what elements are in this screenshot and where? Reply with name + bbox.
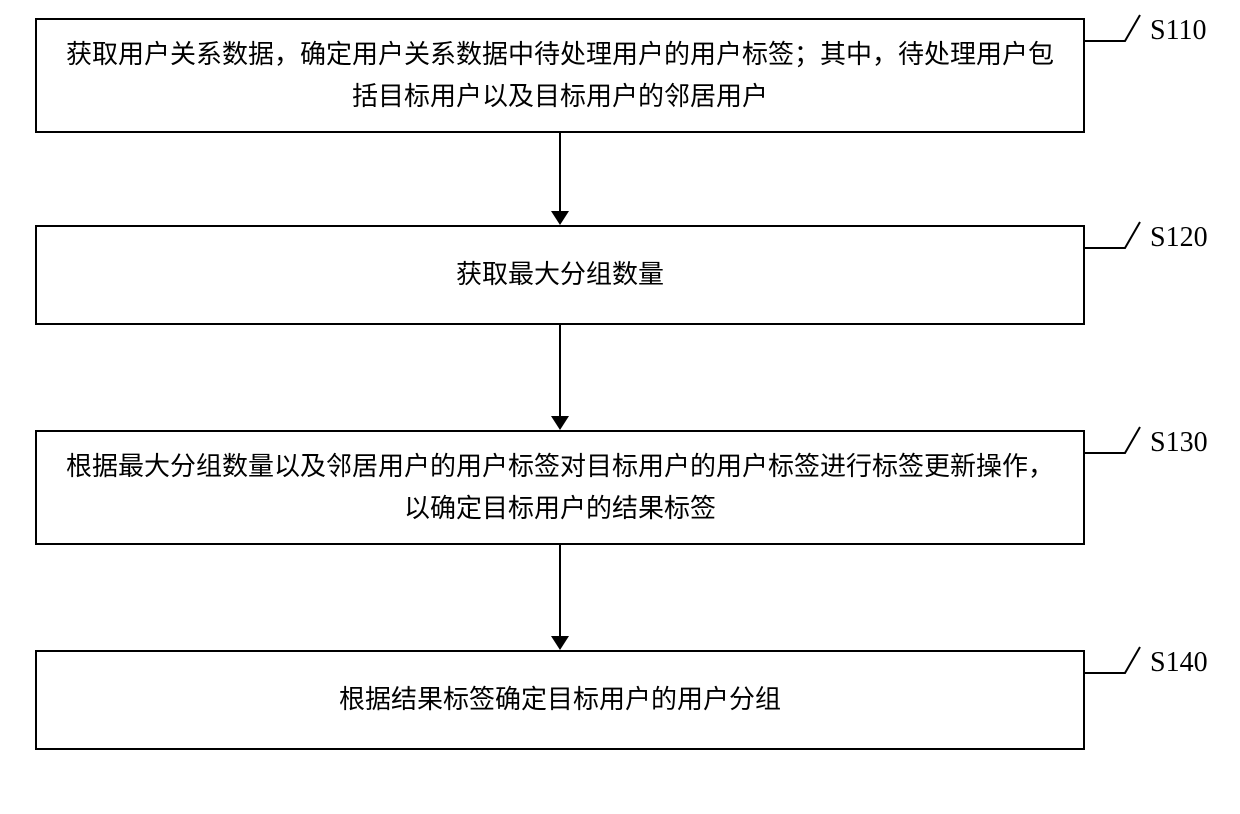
connector-s120-s130	[559, 325, 561, 416]
step-text: 获取最大分组数量	[456, 254, 664, 296]
label-hook-s130	[1085, 425, 1155, 465]
step-text: 根据最大分组数量以及邻居用户的用户标签对目标用户的用户标签进行标签更新操作，以确…	[57, 446, 1063, 529]
step-box-s110: 获取用户关系数据，确定用户关系数据中待处理用户的用户标签；其中，待处理用户包括目…	[35, 18, 1085, 133]
step-label-s140: S140	[1150, 647, 1208, 679]
label-hook-s110	[1085, 13, 1155, 53]
step-label-s120: S120	[1150, 222, 1208, 254]
step-text: 获取用户关系数据，确定用户关系数据中待处理用户的用户标签；其中，待处理用户包括目…	[57, 34, 1063, 117]
step-label-text: S110	[1150, 15, 1207, 46]
step-label-text: S140	[1150, 647, 1208, 678]
step-box-s120: 获取最大分组数量	[35, 225, 1085, 325]
step-text: 根据结果标签确定目标用户的用户分组	[339, 679, 781, 721]
arrow-s130-s140	[551, 636, 569, 650]
step-box-s130: 根据最大分组数量以及邻居用户的用户标签对目标用户的用户标签进行标签更新操作，以确…	[35, 430, 1085, 545]
arrow-s110-s120	[551, 211, 569, 225]
step-box-s140: 根据结果标签确定目标用户的用户分组	[35, 650, 1085, 750]
connector-s130-s140	[559, 545, 561, 636]
arrow-s120-s130	[551, 416, 569, 430]
connector-s110-s120	[559, 133, 561, 211]
flowchart-container: 获取用户关系数据，确定用户关系数据中待处理用户的用户标签；其中，待处理用户包括目…	[0, 0, 1240, 814]
step-label-s110: S110	[1150, 15, 1207, 47]
step-label-s130: S130	[1150, 427, 1208, 459]
step-label-text: S130	[1150, 427, 1208, 458]
step-label-text: S120	[1150, 222, 1208, 253]
label-hook-s140	[1085, 645, 1155, 685]
label-hook-s120	[1085, 220, 1155, 260]
